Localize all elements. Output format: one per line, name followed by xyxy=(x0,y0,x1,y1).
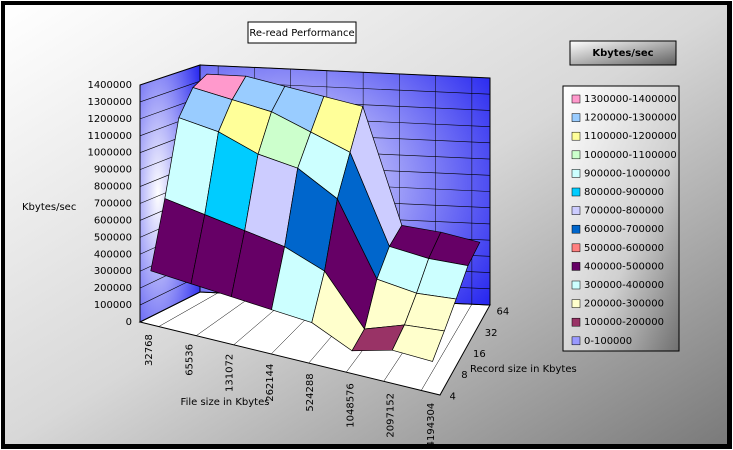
z-tick-label: 1300000 xyxy=(87,97,132,108)
z-tick-label: 400000 xyxy=(94,249,132,260)
legend-label: 100000-200000 xyxy=(584,317,664,328)
legend-swatch xyxy=(571,169,581,178)
z-tick-label: 800000 xyxy=(94,182,132,193)
legend-swatch xyxy=(571,299,581,308)
legend-label: 600000-700000 xyxy=(584,224,664,235)
x-tick-label: 131072 xyxy=(225,354,236,392)
legend-label: 400000-500000 xyxy=(584,261,664,272)
legend-swatch xyxy=(571,280,581,290)
x-tick-label: 65536 xyxy=(184,344,195,376)
legend-swatch xyxy=(571,131,581,141)
legend-swatch xyxy=(571,336,581,346)
z-tick-label: 700000 xyxy=(94,199,132,210)
wall-grid xyxy=(421,77,473,391)
z-tick-label: 500000 xyxy=(94,232,132,243)
y-tick-label: 4 xyxy=(450,391,456,402)
legend-label: 1300000-1400000 xyxy=(584,94,677,105)
z-tick-label: 900000 xyxy=(94,165,132,176)
legend-label: 200000-300000 xyxy=(584,299,664,310)
legend-swatch xyxy=(571,243,581,253)
x-tick-label: 2097152 xyxy=(386,393,397,438)
y-tick-label: 64 xyxy=(497,307,510,318)
y-tick-label: 8 xyxy=(461,370,467,381)
legend-title: Kbytes/sec xyxy=(592,48,653,59)
z-tick-label: 1000000 xyxy=(87,148,132,159)
legend-swatch xyxy=(571,113,581,122)
z-tick-label: 1200000 xyxy=(87,114,132,125)
legend-label: 700000-800000 xyxy=(584,206,664,217)
legend-label: 1000000-1100000 xyxy=(584,150,677,161)
y-tick-label: 16 xyxy=(473,349,486,360)
legend-label: 900000-1000000 xyxy=(584,168,670,179)
legend-swatch xyxy=(571,262,581,271)
title-box xyxy=(247,21,357,44)
x-tick-label: 32768 xyxy=(144,334,155,366)
legend-title-box xyxy=(569,40,677,66)
legend-label: 300000-400000 xyxy=(584,280,664,291)
z-tick-label: 300000 xyxy=(94,266,132,277)
z-tick-label: 1100000 xyxy=(87,131,132,142)
legend-label: 800000-900000 xyxy=(584,187,664,198)
legend-label: 1200000-1300000 xyxy=(584,113,677,124)
z-tick-label: 100000 xyxy=(94,300,132,311)
x-tick-label: 524288 xyxy=(305,373,316,411)
legend-label: 500000-600000 xyxy=(584,243,664,254)
z-tick-label: 1400000 xyxy=(87,80,132,91)
x-tick-label: 262144 xyxy=(265,364,276,402)
legend-swatch xyxy=(571,206,581,215)
z-axis-label: Kbytes/sec xyxy=(22,202,76,213)
plot: 0 100000 200000 300000 400000 500000 600000 700… xyxy=(87,64,510,448)
z-tick-label: 0 xyxy=(126,317,132,328)
z-tick-label: 200000 xyxy=(94,283,132,294)
y-tick-label: 32 xyxy=(485,328,498,339)
x-axis-label: File size in Kbytes xyxy=(181,397,270,408)
legend-swatch xyxy=(571,317,581,327)
legend xyxy=(562,85,680,352)
grid-line xyxy=(139,64,491,86)
legend-label: 0-100000 xyxy=(584,336,632,347)
z-tick-label: 600000 xyxy=(94,215,132,226)
y-axis-label: Record size in Kbytes xyxy=(470,364,577,375)
legend-swatch xyxy=(571,187,581,197)
surface-cell xyxy=(391,324,445,362)
x-tick-label: 1048576 xyxy=(345,383,356,428)
legend-swatch xyxy=(571,224,581,234)
legend-swatch xyxy=(571,150,581,160)
legend-label: 1100000-1200000 xyxy=(584,131,677,142)
chart-title: Re-read Performance xyxy=(249,28,354,39)
legend-items: 1300000-1400000 1200000-1300000 1100000-12… xyxy=(571,94,677,347)
x-tick-label: 4194304 xyxy=(426,403,437,448)
legend-swatch xyxy=(571,94,581,104)
